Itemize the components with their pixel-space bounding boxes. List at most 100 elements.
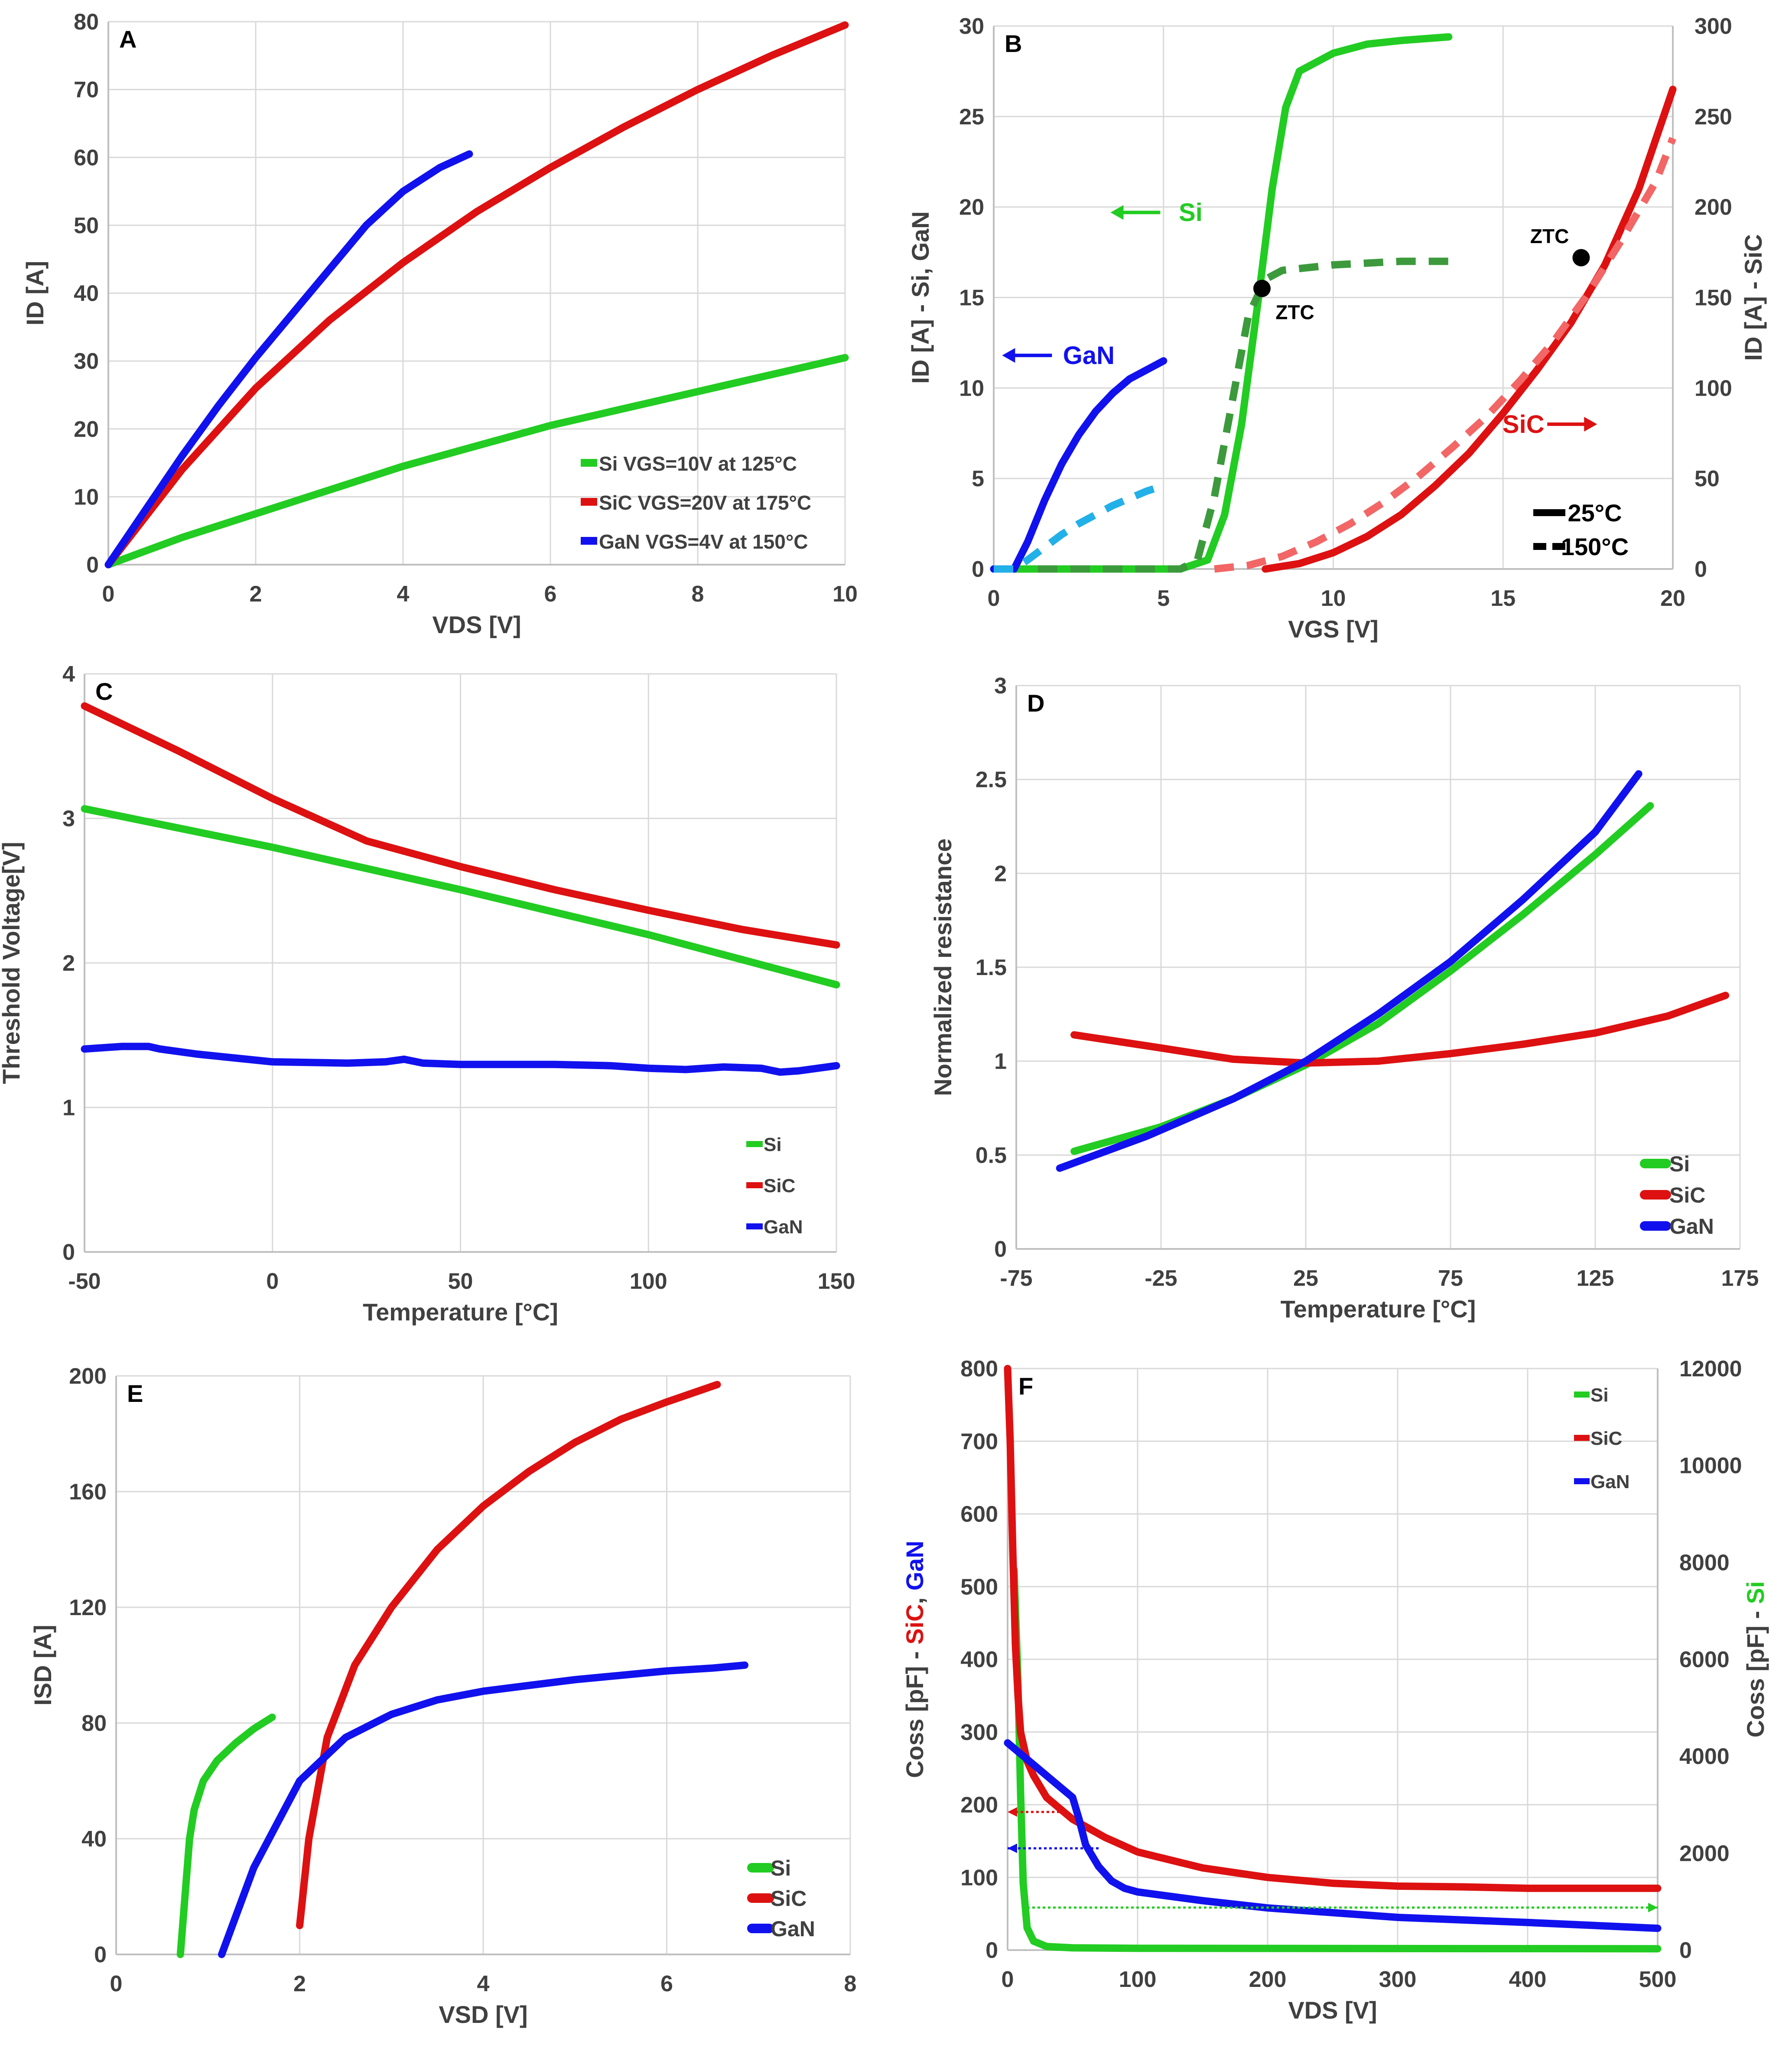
- arrow-head: [1008, 1843, 1017, 1853]
- y-right-tick-label: 12000: [1679, 1356, 1742, 1382]
- x-tick-label: 20: [1660, 586, 1685, 611]
- y-right-axis-label: ID [A] - SiC: [1740, 234, 1767, 361]
- panel-c: -50 0 50 100 150 0 1 2 3 4 Temperature [°C] Thresho…: [0, 662, 855, 1326]
- legend-label: Si VGS=10V at 125°C: [599, 452, 797, 475]
- series-line-gan: [218, 1661, 748, 1958]
- legend-label: Si: [771, 1856, 791, 1880]
- series-line-sic-25-c: [1262, 85, 1677, 573]
- x-tick-label: 4: [477, 1971, 490, 1996]
- style-legend-label: 25°C: [1568, 499, 1622, 527]
- y-tick-label: 25: [959, 104, 984, 130]
- y-right-axis-label: Coss [pF] - Si: [1742, 1581, 1769, 1738]
- panel-letter: F: [1018, 1372, 1033, 1400]
- y-axis-label: ID [A] - Si, GaN: [907, 211, 934, 384]
- y-tick-label: 15: [959, 286, 984, 311]
- x-tick-label: 0: [988, 586, 1000, 611]
- series-line-si-vgs-10v-at-125-c: [104, 354, 849, 569]
- panel-f: 0 100 200 300 400 500010020030040050060070080…: [901, 1356, 1769, 2024]
- series-line-sic: [81, 702, 840, 949]
- y-right-tick-label: 250: [1694, 104, 1732, 130]
- x-tick-label: 150: [818, 1269, 855, 1294]
- x-tick-label: 200: [1249, 1967, 1287, 1992]
- left-arrow-icon: [1110, 205, 1161, 220]
- x-tick-label: 300: [1379, 1967, 1417, 1992]
- legend-label: GaN: [771, 1917, 815, 1941]
- y-right-axis-label-part: Si: [1742, 1581, 1769, 1604]
- x-tick-label: 25: [1293, 1266, 1318, 1291]
- legend-label: GaN: [1590, 1471, 1629, 1492]
- y-tick-label: 200: [69, 1364, 107, 1389]
- y-tick-label: 0: [985, 1938, 998, 1963]
- x-tick-label: 0: [110, 1971, 123, 1996]
- y-tick-label: 20: [74, 417, 99, 442]
- series-line-sic-vgs-20v-at-175-c: [104, 21, 849, 569]
- y-tick-label: 200: [960, 1793, 998, 1818]
- x-tick-label: 500: [1639, 1967, 1677, 1992]
- legend-label: GaN: [764, 1216, 803, 1238]
- y-tick-label: 50: [74, 213, 99, 238]
- x-tick-label: 0: [1002, 1967, 1014, 1992]
- x-tick-label: 75: [1438, 1266, 1463, 1291]
- panel-b: 0 5 10 15 20051015202530050100150200250300VG…: [907, 14, 1767, 643]
- series-line-gan-vgs-4v-at-150-c: [104, 150, 473, 569]
- y-tick-label: 1: [62, 1096, 75, 1121]
- series-line-si-150-c: [1037, 257, 1449, 573]
- series-line-si: [176, 1713, 276, 1958]
- x-tick-label: 400: [1509, 1967, 1547, 1992]
- y-tick-label: 3: [62, 806, 75, 832]
- x-tick-label: 6: [660, 1971, 673, 1996]
- y-axis-label: Coss [pF] - SiC, GaN: [901, 1541, 928, 1778]
- y-tick-label: 40: [74, 281, 99, 306]
- y-tick-label: 30: [74, 349, 99, 374]
- series-line-sic: [1004, 1365, 1662, 1892]
- style-legend-label: 150°C: [1561, 533, 1629, 560]
- y-tick-label: 120: [69, 1595, 107, 1620]
- y-tick-label: 500: [960, 1574, 998, 1600]
- panel-d: -75 -25 25 75 125 175 0 0.5 1 1.5 2 2.5 3 Temperature…: [929, 673, 1759, 1323]
- legend-label: Si: [1669, 1152, 1690, 1176]
- panel-letter: D: [1027, 689, 1044, 717]
- panel-letter: E: [127, 1380, 143, 1407]
- panel-a: 0 2 4 6 8 10 0 10 20 30 40 50 60 70 80 VDS [V] ID [A] A Si…: [21, 10, 858, 638]
- y-axis-label-part: SiC: [901, 1604, 928, 1644]
- x-tick-label: -75: [1000, 1266, 1032, 1291]
- y-right-axis-label-part: Coss [pF] -: [1742, 1604, 1769, 1737]
- curve-annotation: Si: [1179, 198, 1203, 227]
- y-tick-label: 400: [960, 1647, 998, 1672]
- y-tick-label: 10: [74, 484, 99, 510]
- panel-letter: C: [95, 678, 113, 705]
- x-axis-label: VGS [V]: [1288, 615, 1378, 643]
- panel-letter: A: [119, 26, 137, 53]
- series-line-gan: [81, 1043, 840, 1076]
- ztc-label: ZTC: [1275, 301, 1314, 324]
- x-tick-label: 5: [1157, 586, 1170, 611]
- y-tick-label: 40: [81, 1827, 107, 1852]
- y-right-tick-label: 2000: [1679, 1841, 1730, 1866]
- x-tick-label: 0: [266, 1269, 279, 1294]
- y-tick-label: 0: [86, 553, 99, 578]
- right-arrow-icon: [1547, 416, 1597, 432]
- x-tick-label: 2: [293, 1971, 306, 1996]
- x-tick-label: 50: [448, 1269, 473, 1294]
- y-right-tick-label: 0: [1694, 557, 1707, 582]
- curve-annotation: SiC: [1503, 410, 1545, 439]
- x-axis-label: VDS [V]: [1288, 1996, 1377, 2024]
- y-tick-label: 2: [994, 861, 1007, 886]
- x-tick-label: 125: [1577, 1266, 1614, 1291]
- y-tick-label: 100: [960, 1865, 998, 1890]
- x-tick-label: 2: [250, 582, 262, 607]
- series-line-si: [81, 805, 840, 988]
- y-right-tick-label: 150: [1694, 286, 1732, 311]
- x-axis-label: Temperature [°C]: [1281, 1295, 1476, 1323]
- x-tick-label: 10: [1321, 586, 1346, 611]
- y-tick-label: 70: [74, 78, 99, 103]
- ztc-label: ZTC: [1530, 225, 1569, 247]
- y-tick-label: 20: [959, 195, 984, 220]
- panel-letter: B: [1005, 30, 1022, 57]
- arrow-head: [1584, 416, 1597, 432]
- y-right-tick-label: 0: [1679, 1938, 1692, 1963]
- x-tick-label: 4: [397, 582, 410, 607]
- y-tick-label: 800: [960, 1356, 998, 1382]
- x-axis-label: Temperature [°C]: [363, 1298, 558, 1326]
